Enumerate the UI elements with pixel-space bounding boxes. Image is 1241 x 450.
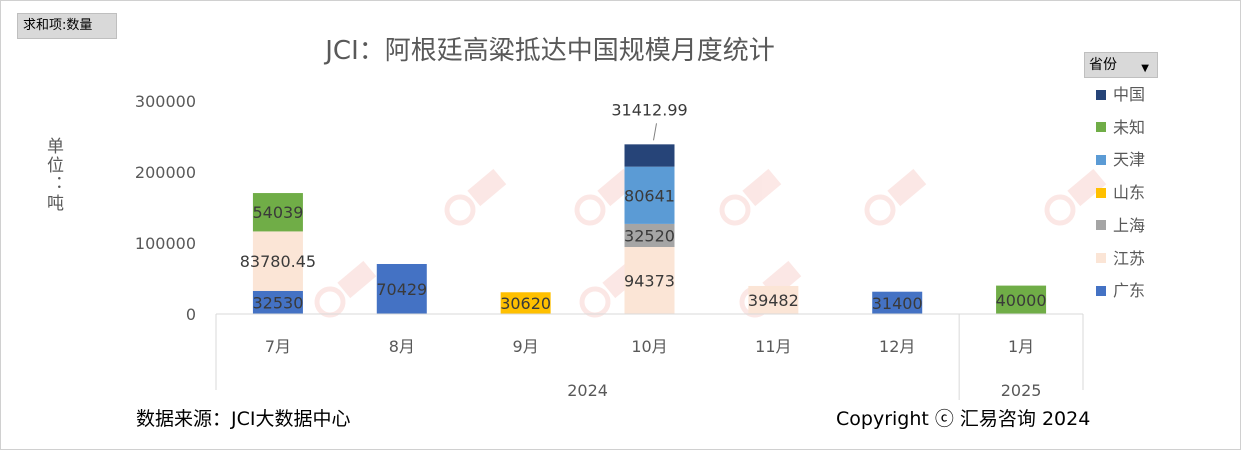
bar-segment [624,223,675,247]
legend-header-label: 省份 [1089,57,1117,73]
watermark-logo-icon [864,168,927,226]
data-label-leader-line [653,123,657,141]
legend-swatch [1096,187,1106,198]
legend-label: 上海 [1113,215,1146,235]
y-axis-label: 单位：吨 [43,137,63,213]
data-label: 32520 [624,226,675,245]
legend-item: 未知 [1096,118,1145,138]
data-label: 30620 [500,294,551,313]
legend-item: 江苏 [1096,249,1145,269]
legend-item: 广东 [1096,281,1145,301]
legend-swatch [1096,89,1106,100]
bar-segment [252,193,303,232]
data-label: 39482 [748,291,799,310]
x-tick-label: 9月 [513,337,539,356]
x-group-label: 2025 [1001,381,1042,400]
data-label: 54039 [252,203,303,222]
bar-segment [996,285,1047,314]
bar-segment [872,291,923,314]
y-tick-label: 100000 [135,234,196,253]
watermark-logo-icon [444,168,507,226]
legend-swatch [1096,253,1106,263]
legend: 省份 ▼ 中国未知天津山东上海江苏广东 [1084,52,1158,300]
axes-layer: 0 100000 200000 300000 7月 8月 9月 10月 11月 12月 1月 2024… [135,92,1084,400]
source-note: 数据来源：JCI大数据中心 [136,408,351,430]
legend-item: 山东 [1096,183,1145,203]
x-tick-label: 12月 [879,337,915,356]
data-label: 94373 [624,271,675,290]
chart-title: JCI：阿根廷高粱抵达中国规模月度统计 [325,36,775,66]
y-tick-label: 0 [186,305,196,324]
legend-swatch [1096,154,1106,165]
bar-segment [624,246,675,314]
bar-segment [500,292,551,314]
data-label: 40000 [996,291,1047,310]
bar-segment [252,290,303,314]
x-tick-label: 11月 [755,337,791,356]
data-label: 80641 [624,186,675,205]
legend-label: 广东 [1113,281,1146,301]
x-group-label: 2024 [567,381,608,400]
legend-item: 中国 [1096,85,1145,105]
legend-label: 未知 [1113,117,1146,137]
legend-label: 江苏 [1113,248,1146,268]
bar-segment [376,263,427,314]
bar-segment [624,166,675,224]
legend-label: 天津 [1113,150,1146,170]
watermark-logo-icon [314,260,377,318]
x-tick-label: 7月 [265,337,291,356]
bars-layer: 32530 83780.45 54039 70429 30620 94373 32520 80… [240,100,1047,314]
legend-label: 山东 [1113,183,1146,203]
x-tick-label: 10月 [631,337,667,356]
copyright-note: Copyright ⓒ 汇易咨询 2024 [836,408,1091,430]
x-tick-label: 8月 [389,337,415,356]
data-label: 31412.99 [611,100,687,119]
data-label: 83780.45 [240,252,316,271]
watermark-logo-icon [1044,168,1107,226]
legend-item: 天津 [1096,150,1145,170]
legend-item: 上海 [1096,216,1145,236]
legend-filter-button[interactable]: 省份 ▼ [1084,52,1158,78]
legend-swatch [1096,285,1106,296]
bar-segment [748,285,799,314]
x-tick-label: 1月 [1008,337,1034,356]
dropdown-arrow-icon: ▼ [1141,63,1149,74]
data-label: 70429 [376,280,427,299]
legend-swatch [1096,122,1106,133]
bar-segment [252,231,303,291]
data-label: 31400 [872,294,923,313]
legend-swatch [1096,220,1106,231]
bar-segment [624,144,675,167]
pivot-value-field-button[interactable]: 求和项:数量 [17,13,117,39]
watermark-layer [314,168,1107,318]
data-label: 32530 [252,293,303,312]
y-tick-label: 200000 [135,163,196,182]
y-tick-label: 300000 [135,92,196,111]
watermark-logo-icon [719,168,782,226]
legend-label: 中国 [1113,85,1146,104]
